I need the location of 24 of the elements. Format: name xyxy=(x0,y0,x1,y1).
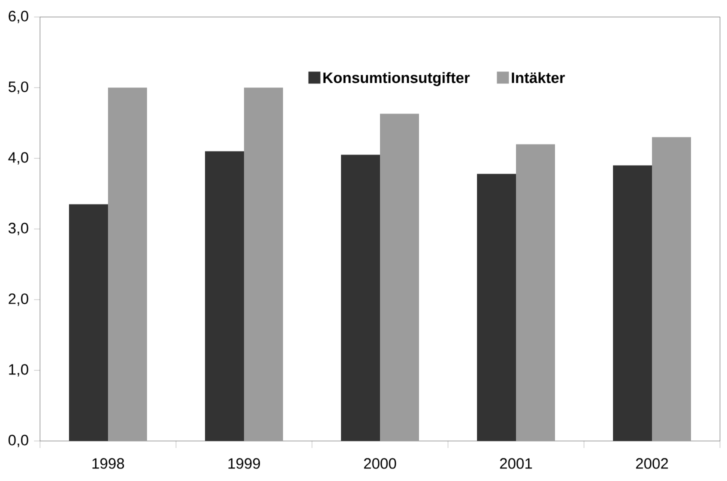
bar xyxy=(380,114,420,441)
bar xyxy=(108,88,148,441)
bar xyxy=(341,154,380,441)
x-tick-label: 2002 xyxy=(636,458,668,469)
bar xyxy=(205,151,244,441)
legend-label: Konsumtionsutgifter xyxy=(323,72,470,86)
bar xyxy=(652,137,691,441)
bar xyxy=(516,144,555,441)
legend-label: Intäkter xyxy=(512,72,565,84)
bar xyxy=(244,88,284,441)
y-tick-label: 2,0 xyxy=(8,293,28,306)
y-tick-label: 6,0 xyxy=(8,10,28,24)
bar xyxy=(69,204,108,441)
y-tick-label: 0,0 xyxy=(8,434,28,448)
bar xyxy=(477,174,516,441)
x-tick-label: 1999 xyxy=(228,458,260,469)
x-tick-label: 2000 xyxy=(364,458,396,469)
y-tick-label: 4,0 xyxy=(8,152,28,165)
y-tick-label: 3,0 xyxy=(8,222,28,236)
bar xyxy=(612,165,652,441)
x-tick-label: 2001 xyxy=(500,458,532,469)
y-tick-label: 1,0 xyxy=(9,364,28,377)
y-tick-label: 5,0 xyxy=(8,81,28,94)
x-tick-label: 1998 xyxy=(92,458,124,469)
